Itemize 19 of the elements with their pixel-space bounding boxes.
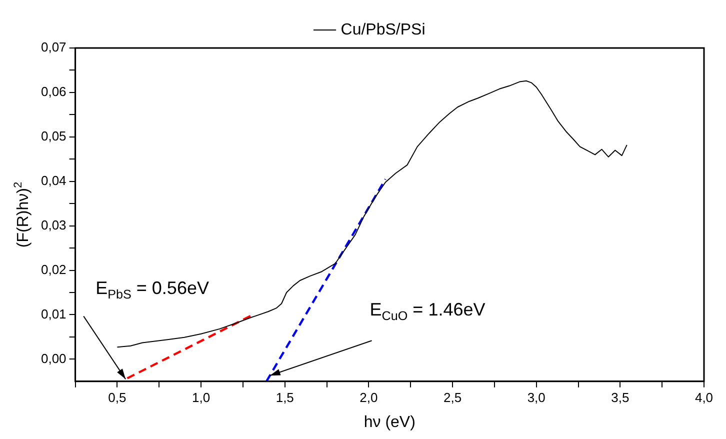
x-tick-label: 2,0 <box>360 390 378 405</box>
legend-label: Cu/PbS/PSi <box>340 21 426 38</box>
y-tick-label: 0,00 <box>40 350 66 366</box>
y-tick-label: 0,02 <box>40 262 66 277</box>
x-tick-label: 4,0 <box>694 390 714 405</box>
x-tick-label: 3,5 <box>611 390 630 405</box>
x-tick-label: 1,5 <box>276 390 294 405</box>
x-tick-label: 3,0 <box>527 390 546 405</box>
y-tick-label: 0,06 <box>40 84 66 100</box>
y-axis-title: (F(R)hν)2 <box>12 182 32 248</box>
x-axis-title: hν (eV) <box>364 414 416 431</box>
x-tick-label: 0,5 <box>108 390 126 405</box>
y-tick-label: 0,05 <box>40 128 66 144</box>
x-tick-label: 2,5 <box>443 390 462 405</box>
y-tick-label: 0,07 <box>40 40 66 55</box>
y-tick-label: 0,04 <box>40 172 66 188</box>
x-tick-label: 1,0 <box>192 390 210 405</box>
y-tick-label: 0,01 <box>40 306 66 322</box>
y-tick-label: 0,03 <box>40 217 66 232</box>
